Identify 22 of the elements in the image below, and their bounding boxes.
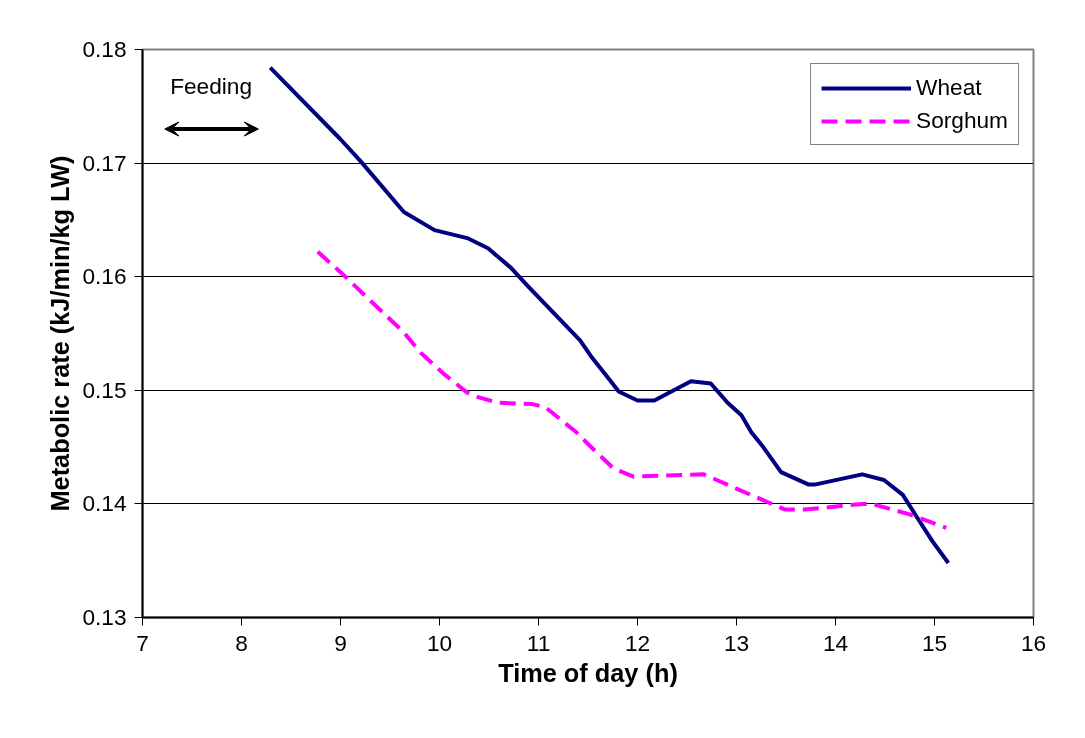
x-tick-label: 8 — [235, 629, 248, 656]
y-tick-label: 0.13 — [82, 604, 127, 630]
x-tick-label: 16 — [1020, 629, 1047, 656]
y-tick-label: 0.15 — [82, 376, 127, 403]
y-tick-label: 0.17 — [82, 149, 127, 176]
x-tick-label: 12 — [624, 629, 651, 656]
y-tick-label: 0.18 — [82, 36, 127, 62]
x-tick-label: 7 — [136, 629, 149, 656]
x-tick-label: 10 — [426, 629, 453, 656]
x-tick-label: 9 — [334, 629, 347, 656]
x-tick-label: 13 — [723, 629, 750, 656]
line-series — [315, 249, 949, 530]
y-axis-title: Metabolic rate (kJ/min/kg LW) — [46, 155, 75, 512]
annotation: Feeding — [170, 73, 253, 100]
x-tick-label: 14 — [822, 629, 849, 656]
y-tick-label: 0.16 — [82, 263, 127, 290]
y-tick-label: 0.14 — [82, 490, 127, 517]
legend-label: Sorghum — [916, 107, 1008, 134]
x-tick-label: 15 — [921, 629, 948, 656]
legend-label: Wheat — [916, 74, 982, 101]
x-tick-label: 11 — [526, 629, 551, 656]
x-axis-title: Time of day (h) — [498, 658, 678, 687]
